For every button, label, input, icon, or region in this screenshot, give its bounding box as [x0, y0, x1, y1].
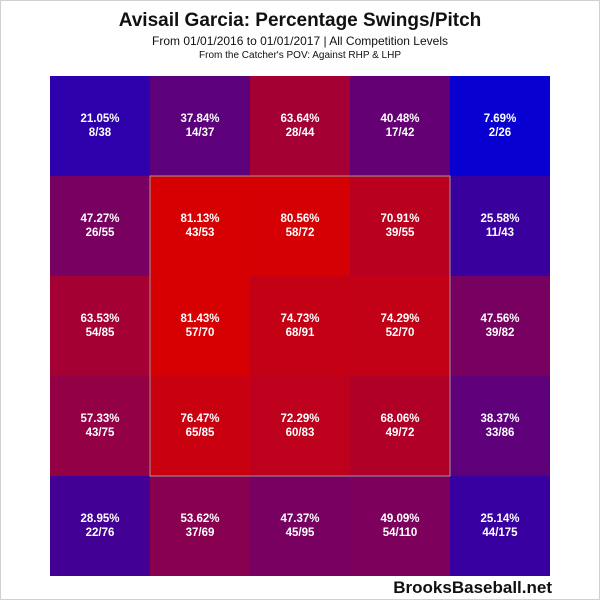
heatmap-cell-r2-c2: [250, 276, 350, 376]
heatmap-cell-r2-c0: [50, 276, 150, 376]
cell-count-r1-c2: 58/72: [286, 227, 315, 239]
heatmap-cell-r0-c0: [50, 76, 150, 176]
chart-title: Avisail Garcia: Percentage Swings/Pitch: [118, 10, 482, 31]
branding-text: BrooksBaseball.net: [393, 578, 552, 597]
cell-percent-r3-c4: 38.37%: [480, 413, 519, 425]
cell-percent-r3-c2: 72.29%: [280, 413, 319, 425]
cell-count-r1-c3: 39/55: [386, 227, 415, 239]
cell-percent-r4-c0: 28.95%: [80, 513, 119, 525]
cell-percent-r3-c0: 57.33%: [80, 413, 119, 425]
cell-count-r2-c3: 52/70: [386, 327, 415, 339]
heatmap-cell-r4-c4: [450, 476, 550, 576]
cell-count-r2-c1: 57/70: [186, 327, 215, 339]
cell-count-r0-c0: 8/38: [89, 127, 112, 139]
cell-count-r3-c2: 60/83: [286, 427, 315, 439]
swing-heatmap: 21.05% 8/38 37.84% 14/37 63.64% 28/44 40.48% 17…: [50, 76, 550, 576]
heatmap-cell-r4-c2: [250, 476, 350, 576]
chart-subtitle: From 01/01/2016 to 01/01/2017 | All Comp…: [152, 34, 448, 48]
heatmap-cell-r3-c1: [150, 376, 250, 476]
heatmap-cell-r2-c1: [150, 276, 250, 376]
heatmap-cell-r1-c4: [450, 176, 550, 276]
heatmap-cell-r1-c2: [250, 176, 350, 276]
cell-count-r4-c0: 22/76: [86, 527, 115, 539]
cell-percent-r0-c3: 40.48%: [380, 113, 419, 125]
heatmap-cell-r3-c4: [450, 376, 550, 476]
cell-count-r4-c3: 54/110: [383, 527, 418, 539]
cell-percent-r4-c1: 53.62%: [180, 513, 219, 525]
heatmap-cell-r1-c0: [50, 176, 150, 276]
cell-percent-r2-c3: 74.29%: [380, 313, 419, 325]
cell-count-r3-c1: 65/85: [186, 427, 215, 439]
heatmap-cell-r4-c3: [350, 476, 450, 576]
strike-zone-outline: [149, 175, 451, 477]
cell-count-r0-c3: 17/42: [386, 127, 415, 139]
cell-count-r3-c0: 43/75: [86, 427, 115, 439]
cell-percent-r2-c1: 81.43%: [180, 313, 219, 325]
heatmap-cell-r4-c1: [150, 476, 250, 576]
cell-count-r2-c4: 39/82: [486, 327, 515, 339]
cell-percent-r1-c2: 80.56%: [280, 213, 319, 225]
heatmap-cell-r2-c3: [350, 276, 450, 376]
cell-count-r2-c0: 54/85: [86, 327, 115, 339]
heatmap-cell-r0-c2: [250, 76, 350, 176]
cell-percent-r4-c4: 25.14%: [480, 513, 519, 525]
cell-percent-r0-c4: 7.69%: [484, 113, 517, 125]
cell-count-r0-c4: 2/26: [489, 127, 511, 139]
cell-count-r4-c1: 37/69: [186, 527, 215, 539]
cell-count-r4-c2: 45/95: [286, 527, 315, 539]
heatmap-cell-r3-c2: [250, 376, 350, 476]
cell-percent-r2-c2: 74.73%: [280, 313, 319, 325]
cell-percent-r0-c2: 63.64%: [280, 113, 319, 125]
cell-percent-r1-c3: 70.91%: [380, 213, 419, 225]
cell-percent-r4-c3: 49.09%: [380, 513, 419, 525]
heatmap-cell-r1-c1: [150, 176, 250, 276]
cell-percent-r0-c1: 37.84%: [180, 113, 219, 125]
cell-percent-r4-c2: 47.37%: [280, 513, 319, 525]
cell-percent-r1-c4: 25.58%: [480, 213, 519, 225]
heatmap-cell-r0-c1: [150, 76, 250, 176]
cell-count-r0-c2: 28/44: [286, 127, 315, 139]
heatmap-cell-r3-c3: [350, 376, 450, 476]
cell-percent-r3-c3: 68.06%: [380, 413, 419, 425]
cell-percent-r3-c1: 76.47%: [180, 413, 219, 425]
cell-count-r2-c2: 68/91: [286, 327, 315, 339]
cell-percent-r1-c0: 47.27%: [80, 213, 119, 225]
cell-percent-r1-c1: 81.13%: [180, 213, 219, 225]
heatmap-cell-r2-c4: [450, 276, 550, 376]
heatmap-cell-r1-c3: [350, 176, 450, 276]
cell-count-r3-c4: 33/86: [486, 427, 515, 439]
cell-count-r3-c3: 49/72: [386, 427, 415, 439]
cell-percent-r0-c0: 21.05%: [80, 113, 119, 125]
cell-count-r0-c1: 14/37: [186, 127, 215, 139]
cell-percent-r2-c0: 63.53%: [80, 313, 119, 325]
heatmap-cell-r3-c0: [50, 376, 150, 476]
cell-count-r1-c1: 43/53: [186, 227, 215, 239]
cell-count-r1-c4: 11/43: [486, 227, 514, 239]
heatmap-cell-r0-c3: [350, 76, 450, 176]
cell-count-r1-c0: 26/55: [86, 227, 115, 239]
heatmap-cell-r0-c4: [450, 76, 550, 176]
heatmap-cell-r4-c0: [50, 476, 150, 576]
cell-count-r4-c4: 44/175: [482, 527, 518, 539]
chart-subtitle-pov: From the Catcher's POV: Against RHP & LH…: [199, 50, 401, 61]
cell-percent-r2-c4: 47.56%: [480, 313, 519, 325]
